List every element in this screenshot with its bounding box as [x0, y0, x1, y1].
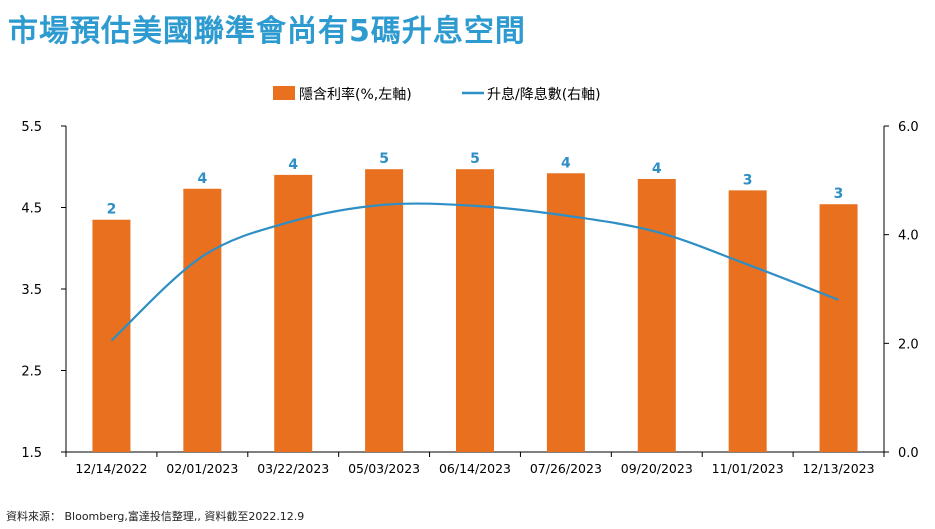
- data-label: 3: [834, 186, 844, 202]
- legend: 隱含利率(%,左軸) 升息/降息數(右軸): [273, 86, 601, 103]
- bar: [92, 219, 131, 452]
- x-tick-label: 11/01/2023: [712, 461, 784, 476]
- line-path: [110, 202, 839, 342]
- data-label: 2: [107, 202, 117, 218]
- line-series: [110, 202, 839, 342]
- right-tick-label: 4.0: [898, 229, 919, 244]
- bar: [546, 173, 585, 452]
- x-tick-label: 09/20/2023: [621, 461, 693, 476]
- legend-label-bar: 隱含利率(%,左軸): [299, 86, 412, 103]
- left-tick-label: 2.5: [21, 365, 42, 380]
- x-tick-label: 05/03/2023: [348, 461, 420, 476]
- bar: [456, 169, 494, 452]
- right-tick-label: 6.0: [898, 120, 919, 135]
- left-tick-label: 3.5: [21, 283, 42, 298]
- left-tick-label: 5.5: [21, 120, 42, 135]
- x-tick-label: 03/22/2023: [257, 461, 329, 476]
- data-label: 4: [652, 161, 662, 177]
- data-label: 4: [197, 171, 207, 187]
- legend-label-line: 升息/降息數(右軸): [487, 86, 601, 103]
- bar: [183, 188, 222, 452]
- x-tick-label: 06/14/2023: [439, 461, 511, 476]
- bar: [728, 190, 767, 452]
- data-label: 4: [561, 155, 571, 171]
- source-note: 資料來源： Bloomberg,富達投信整理,, 資料截至2022.12.9: [6, 510, 305, 523]
- x-tick-label: 07/26/2023: [530, 461, 602, 476]
- data-label: 5: [379, 151, 389, 167]
- bar: [365, 169, 404, 452]
- right-tick-label: 0.0: [898, 446, 919, 461]
- x-tick-label: 12/14/2022: [75, 461, 147, 476]
- data-label: 5: [470, 151, 480, 167]
- left-tick-label: 4.5: [21, 202, 42, 217]
- data-label: 3: [743, 172, 753, 188]
- legend-swatch-bar: [273, 86, 295, 100]
- x-tick-label: 12/13/2023: [803, 461, 875, 476]
- right-tick-label: 2.0: [898, 337, 919, 352]
- chart-title: 市場預估美國聯準會尚有5碼升息空間: [8, 14, 526, 49]
- data-label: 4: [288, 157, 298, 173]
- axes: 1.5 2.5 3.5 4.5 5.5 0.0 2.0 4.0 6.0 12/14/2022 02/…: [21, 120, 918, 476]
- x-tick-label: 02/01/2023: [166, 461, 238, 476]
- bar-series: 2 4 4 5 5 4 4 3 3: [92, 151, 858, 452]
- bar: [637, 178, 676, 452]
- bar: [819, 204, 858, 452]
- left-tick-label: 1.5: [21, 446, 42, 461]
